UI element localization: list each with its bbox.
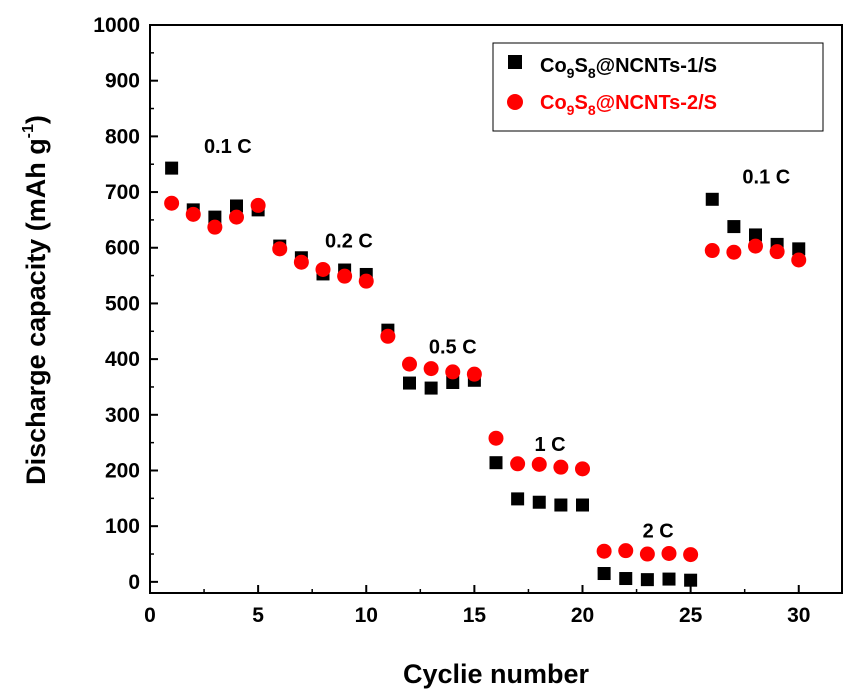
legend: Co9S8@NCNTs-1/S Co9S8@NCNTs-2/S — [492, 42, 824, 132]
series-2-point — [337, 268, 353, 284]
series-2-point — [683, 547, 699, 563]
series-1-point — [424, 381, 438, 395]
series-1-point — [576, 498, 589, 512]
x-axis: 0 5 10 15 20 25 30 — [144, 585, 810, 627]
series-2-point — [207, 219, 223, 235]
series-1-point — [684, 573, 698, 587]
y-tick-label: 0 — [128, 571, 140, 594]
rate-annotation: 2 C — [643, 520, 674, 542]
x-tick-label: 0 — [144, 604, 156, 627]
series-2-point — [575, 461, 590, 477]
series-1-point — [403, 376, 416, 390]
series-1-point — [640, 573, 654, 587]
plot-frame — [149, 24, 843, 594]
y-tick-label: 300 — [105, 404, 140, 427]
series-1-point — [554, 498, 568, 512]
y-axis-label-sup: -1 — [20, 124, 37, 138]
series-1-point — [705, 192, 719, 206]
x-tick-label: 15 — [463, 604, 487, 627]
x-axis-label: Cyclie number — [403, 659, 590, 689]
series-1-point — [662, 572, 676, 586]
series-1-point — [749, 228, 762, 242]
series-1-point — [792, 242, 806, 256]
series-1-point — [597, 567, 611, 581]
y-tick-label: 500 — [105, 292, 140, 315]
series-2-point — [250, 197, 266, 213]
series-2-point — [380, 328, 396, 344]
series-1-point — [727, 220, 741, 234]
series-2-point — [618, 543, 634, 559]
series-2-point — [726, 244, 742, 260]
annotations: 0.1 C 0.2 C 0.5 C 1 C 2 C 0.1 C — [204, 136, 790, 542]
y-tick-label: 400 — [105, 348, 140, 371]
rate-annotation: 0.5 C — [429, 337, 477, 359]
x-tick-label: 30 — [787, 604, 810, 627]
series-2-point — [466, 366, 482, 382]
x-tick-label: 5 — [252, 604, 264, 627]
series-2-point — [639, 546, 655, 562]
y-tick-label: 800 — [105, 125, 140, 148]
series-2-point — [293, 254, 309, 270]
rate-annotation: 0.1 C — [742, 167, 790, 189]
rate-annotation: 0.2 C — [325, 231, 373, 253]
series-2-point — [531, 456, 547, 472]
series-2-point — [488, 430, 504, 446]
series-2-point — [185, 206, 201, 222]
x-tick-label: 10 — [355, 604, 378, 627]
y-tick-label: 900 — [105, 70, 140, 93]
series-1-point — [446, 376, 460, 390]
y-tick-label: 200 — [105, 459, 140, 482]
series-2-point — [358, 273, 374, 289]
x-tick-label: 25 — [679, 604, 703, 627]
series-2-point — [704, 243, 720, 259]
series-2-point — [596, 543, 612, 559]
series-2-point — [748, 238, 763, 254]
series-2-point — [510, 456, 526, 472]
y-axis-label-close: ) — [21, 115, 51, 124]
series-1-point — [511, 492, 525, 506]
series-2-point — [791, 252, 807, 268]
y-axis-label: Discharge capacity (mAh g-1) — [20, 115, 51, 485]
legend-marker-series-1 — [508, 55, 522, 69]
series-2-point — [272, 241, 288, 257]
series-2-point — [661, 545, 677, 561]
series-2-point — [315, 261, 331, 277]
series-2-point — [553, 459, 569, 475]
x-tick-label: 20 — [571, 604, 594, 627]
legend-label-series-1: Co9S8@NCNTs-1/S — [540, 55, 717, 81]
series-2-point — [402, 356, 417, 372]
series-2-point — [164, 195, 180, 211]
series-2-point — [423, 361, 439, 377]
series-1-point — [619, 572, 633, 586]
legend-marker-series-2 — [507, 94, 523, 110]
rate-annotation: 1 C — [535, 434, 566, 456]
series-1-point — [208, 210, 222, 224]
y-tick-label: 700 — [105, 181, 140, 204]
legend-box — [492, 42, 824, 132]
series-1-point — [165, 161, 179, 175]
data-points — [164, 161, 807, 587]
y-tick-label: 1000 — [93, 14, 140, 37]
rate-annotation: 0.1 C — [204, 136, 252, 158]
y-tick-label: 100 — [105, 515, 140, 538]
y-tick-label: 600 — [105, 237, 140, 260]
legend-label-series-2: Co9S8@NCNTs-2/S — [540, 92, 717, 118]
series-1-point — [532, 495, 546, 509]
series-1-point — [230, 199, 243, 213]
series-1-point — [489, 456, 503, 470]
y-axis-label-main: Discharge capacity (mAh g — [21, 138, 51, 485]
series-2-point — [445, 364, 461, 380]
y-axis: 0 100 200 300 400 500 600 700 800 900 1000 — [93, 14, 158, 594]
series-2-point — [229, 209, 244, 225]
series-2-point — [769, 244, 785, 260]
